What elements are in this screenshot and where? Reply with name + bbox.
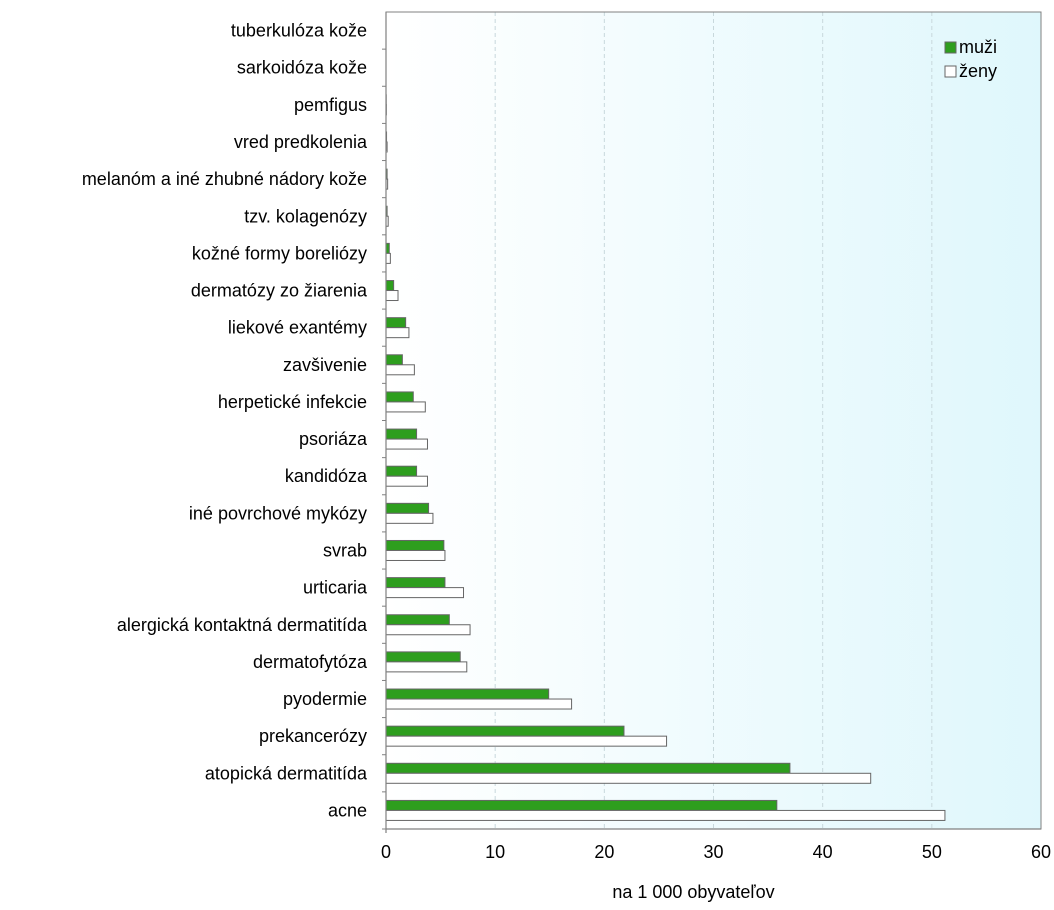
bar-muzi <box>385 762 791 774</box>
category-label: psoriáza <box>299 429 368 449</box>
category-label: svrab <box>323 540 367 560</box>
x-axis-title: na 1 000 obyvateľov <box>612 882 774 902</box>
bar-muzi <box>385 465 418 477</box>
category-label: iné povrchové mykózy <box>189 503 367 523</box>
legend-label: muži <box>959 37 997 57</box>
x-tick-label: 10 <box>485 842 505 862</box>
legend-swatch <box>944 41 957 54</box>
x-tick-label: 0 <box>381 842 391 862</box>
bar-zeny <box>385 735 668 747</box>
legend-swatch <box>944 65 957 78</box>
category-labels: tuberkulóza kože sarkoidóza kože pemfigus v… <box>82 21 368 821</box>
bar-zeny <box>385 624 471 636</box>
category-label: herpetické infekcie <box>218 392 367 412</box>
x-tick-labels: 0 10 20 30 40 50 60 <box>381 842 1051 862</box>
bar-muzi <box>385 317 407 329</box>
bar-zeny <box>385 475 428 487</box>
bar-muzi <box>385 502 430 514</box>
bar-zeny <box>385 809 946 821</box>
category-label: melanóm a iné zhubné nádory kože <box>82 169 367 189</box>
bars <box>385 94 946 821</box>
bar-zeny <box>385 438 428 450</box>
axes <box>382 11 1042 833</box>
bar-muzi <box>385 614 450 626</box>
x-tick-label: 60 <box>1031 842 1051 862</box>
category-label: liekové exantémy <box>228 318 367 338</box>
bar-zeny <box>385 661 468 673</box>
category-label: sarkoidóza kože <box>237 58 367 78</box>
category-label: pemfigus <box>294 95 367 115</box>
category-label: vred predkolenia <box>234 132 368 152</box>
bar-muzi <box>385 577 446 589</box>
legend: muži ženy <box>944 37 997 81</box>
category-label: zavšivenie <box>283 355 367 375</box>
category-label: urticaria <box>303 578 368 598</box>
category-label: pyodermie <box>283 689 367 709</box>
bar-muzi <box>385 354 403 366</box>
bar-zeny <box>385 327 410 339</box>
bar-zeny <box>385 772 872 784</box>
category-label: alergická kontaktná dermatitída <box>117 615 368 635</box>
category-label: kožné formy boreliózy <box>192 243 367 263</box>
category-label: atopická dermatitída <box>205 763 368 783</box>
bar-muzi <box>385 428 418 440</box>
x-tick-label: 40 <box>813 842 833 862</box>
category-label: prekancerózy <box>259 726 367 746</box>
bar-zeny <box>385 549 446 561</box>
category-label: dermatózy zo žiarenia <box>191 281 368 301</box>
bar-zeny <box>385 698 573 710</box>
bar-muzi <box>385 651 461 663</box>
bar-muzi <box>385 280 395 292</box>
category-label: kandidóza <box>285 466 368 486</box>
x-tick-label: 30 <box>703 842 723 862</box>
bar-zeny <box>385 290 399 302</box>
bar-zeny <box>385 364 415 376</box>
bar-muzi <box>385 688 550 700</box>
category-label: acne <box>328 800 367 820</box>
category-label: tzv. kolagenózy <box>244 206 367 226</box>
bar-muzi <box>385 391 414 403</box>
category-label: dermatofytóza <box>253 652 368 672</box>
bar-muzi <box>385 799 778 811</box>
bar-muzi <box>385 725 625 737</box>
category-label: tuberkulóza kože <box>231 21 367 41</box>
bar-zeny <box>385 401 426 413</box>
bar-zeny <box>385 587 465 599</box>
bar-zeny <box>385 252 391 264</box>
x-tick-label: 20 <box>594 842 614 862</box>
x-tick-label: 50 <box>922 842 942 862</box>
bar-muzi <box>385 539 445 551</box>
bar-zeny <box>385 512 434 524</box>
legend-label: ženy <box>959 61 997 81</box>
